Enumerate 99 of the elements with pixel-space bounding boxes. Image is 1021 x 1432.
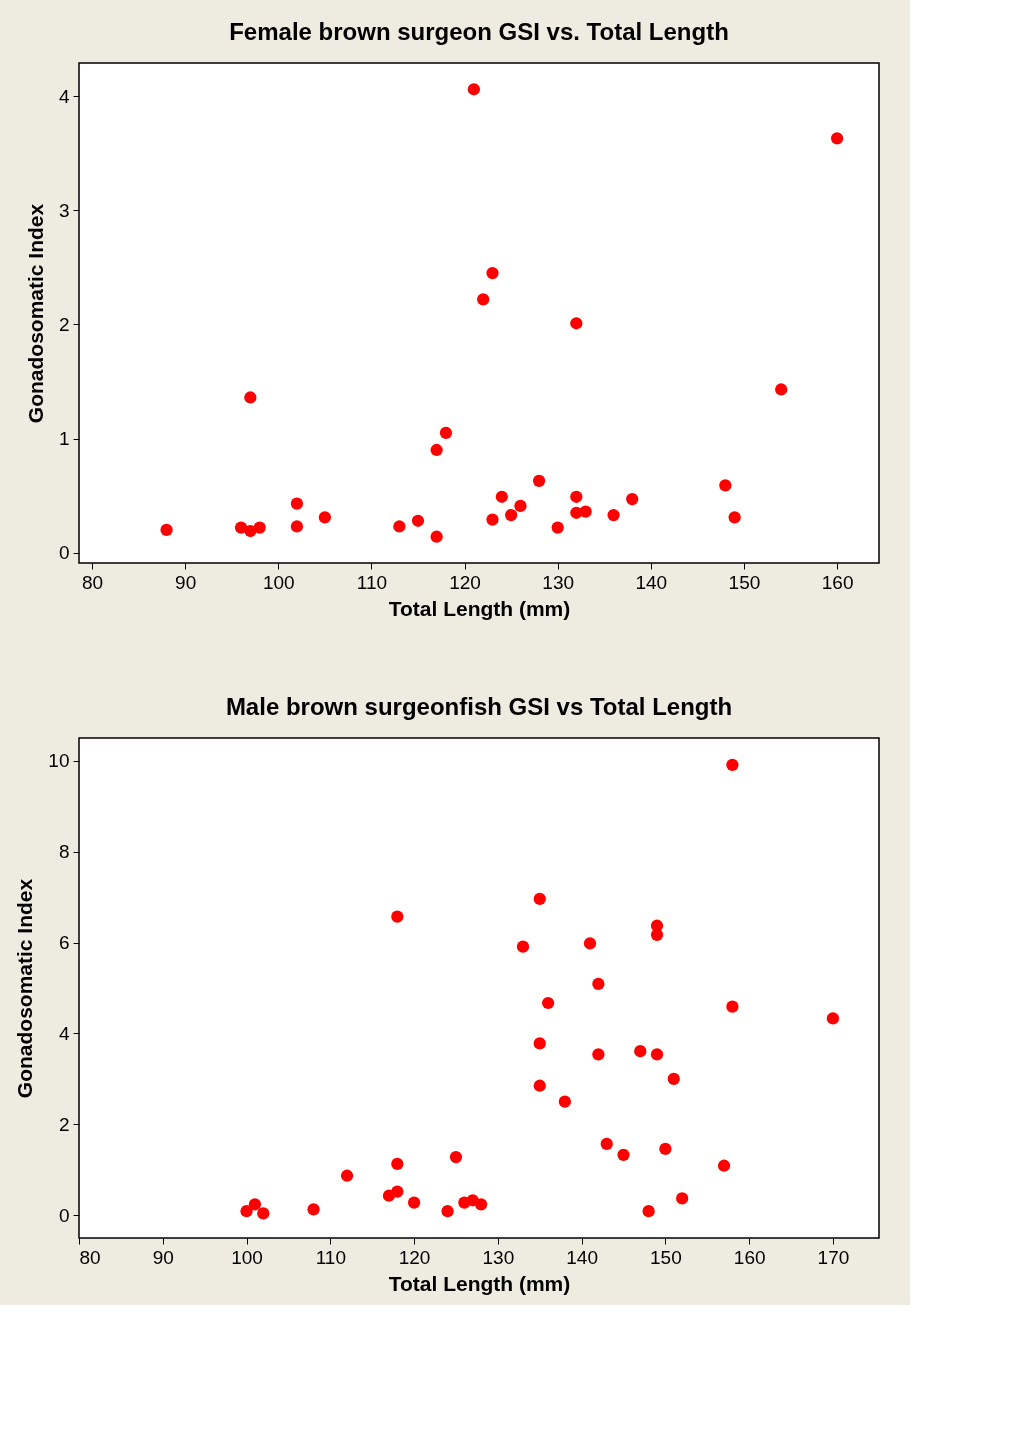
y-tick-label: 4 (58, 85, 70, 107)
x-tick-label: 140 (566, 1246, 598, 1268)
x-tick-label: 110 (315, 1246, 346, 1268)
point (650, 1048, 664, 1061)
point (391, 1185, 404, 1198)
point (667, 1072, 680, 1086)
point (477, 293, 490, 306)
point (634, 1045, 647, 1058)
x-tick-label: 130 (482, 1246, 515, 1268)
point (160, 523, 173, 537)
point (650, 928, 664, 941)
y-tick-label: 10 (48, 750, 70, 772)
point (248, 1198, 262, 1211)
chart-title: Female brown surgeon GSI vs. Total Length (229, 18, 729, 45)
y-tick-label: 1 (58, 428, 70, 450)
point (505, 508, 518, 522)
x-tick-label: 120 (449, 571, 481, 593)
point (728, 511, 741, 524)
point (318, 511, 331, 524)
point (600, 1137, 613, 1151)
point (449, 1150, 463, 1164)
point (290, 497, 304, 510)
y-tick-label: 8 (58, 841, 70, 863)
point (407, 1196, 421, 1209)
point (676, 1192, 689, 1205)
x-tick-label: 170 (817, 1246, 850, 1268)
point (607, 508, 620, 522)
point (533, 892, 546, 906)
point (775, 383, 788, 396)
point (532, 474, 546, 487)
x-tick-label: 90 (175, 571, 197, 593)
x-axis-title: Total Length (mm) (388, 1271, 571, 1295)
x-tick-label: 120 (398, 1246, 431, 1268)
point (253, 521, 266, 534)
point (642, 1205, 655, 1218)
point (826, 1012, 840, 1025)
y-tick-label: 4 (58, 1022, 70, 1044)
y-tick-label: 0 (58, 542, 70, 564)
point (393, 520, 406, 533)
point (244, 391, 257, 404)
point (726, 758, 739, 771)
point (441, 1205, 454, 1218)
point (340, 1169, 354, 1182)
point (659, 1142, 672, 1156)
y-tick-label: 2 (58, 313, 70, 335)
y-axis-title: Gonadosomatic Index (13, 878, 37, 1099)
point (551, 521, 564, 534)
point (495, 490, 508, 503)
x-tick-label: 150 (650, 1246, 682, 1268)
point (467, 83, 480, 96)
point (516, 940, 530, 953)
x-tick-label: 80 (81, 571, 104, 593)
point (430, 530, 443, 543)
x-tick-label: 100 (231, 1246, 263, 1268)
y-tick-label: 6 (58, 932, 70, 954)
point (514, 499, 527, 513)
x-tick-label: 110 (356, 571, 388, 593)
x-tick-label: 160 (821, 571, 854, 593)
point (474, 1198, 488, 1211)
x-tick-label: 100 (262, 571, 295, 593)
x-tick-label: 150 (728, 571, 761, 593)
point (541, 996, 555, 1010)
y-tick-label: 3 (58, 199, 70, 221)
point (592, 1048, 605, 1061)
x-tick-label: 90 (152, 1246, 174, 1268)
point (307, 1203, 320, 1216)
x-tick-label: 130 (542, 571, 575, 593)
point (579, 505, 592, 518)
point (570, 317, 583, 330)
point (626, 492, 639, 506)
point (717, 1159, 731, 1172)
point (592, 977, 605, 991)
point (719, 479, 732, 492)
y-axis-title: Gonadosomatic Index (23, 203, 47, 424)
point (533, 1079, 546, 1092)
point (533, 1037, 546, 1050)
point (830, 132, 844, 145)
point (570, 490, 583, 503)
y-tick-label: 0 (58, 1204, 70, 1226)
point (486, 513, 499, 526)
point (257, 1207, 270, 1220)
point (583, 937, 597, 950)
point (240, 1205, 253, 1218)
x-tick-label: 160 (733, 1246, 766, 1268)
point (617, 1148, 630, 1161)
point (430, 443, 443, 457)
point (486, 266, 499, 280)
chart-title: Male brown surgeonfish GSI vs Total Length (225, 693, 733, 720)
point (439, 426, 453, 439)
point (290, 520, 304, 533)
x-tick-label: 140 (635, 571, 668, 593)
point (558, 1095, 571, 1108)
x-axis-title: Total Length (mm) (388, 596, 571, 620)
point (726, 1000, 739, 1013)
point (391, 910, 404, 923)
point (391, 1157, 404, 1171)
point (411, 514, 425, 527)
y-tick-label: 2 (58, 1113, 70, 1135)
x-tick-label: 80 (79, 1246, 101, 1268)
